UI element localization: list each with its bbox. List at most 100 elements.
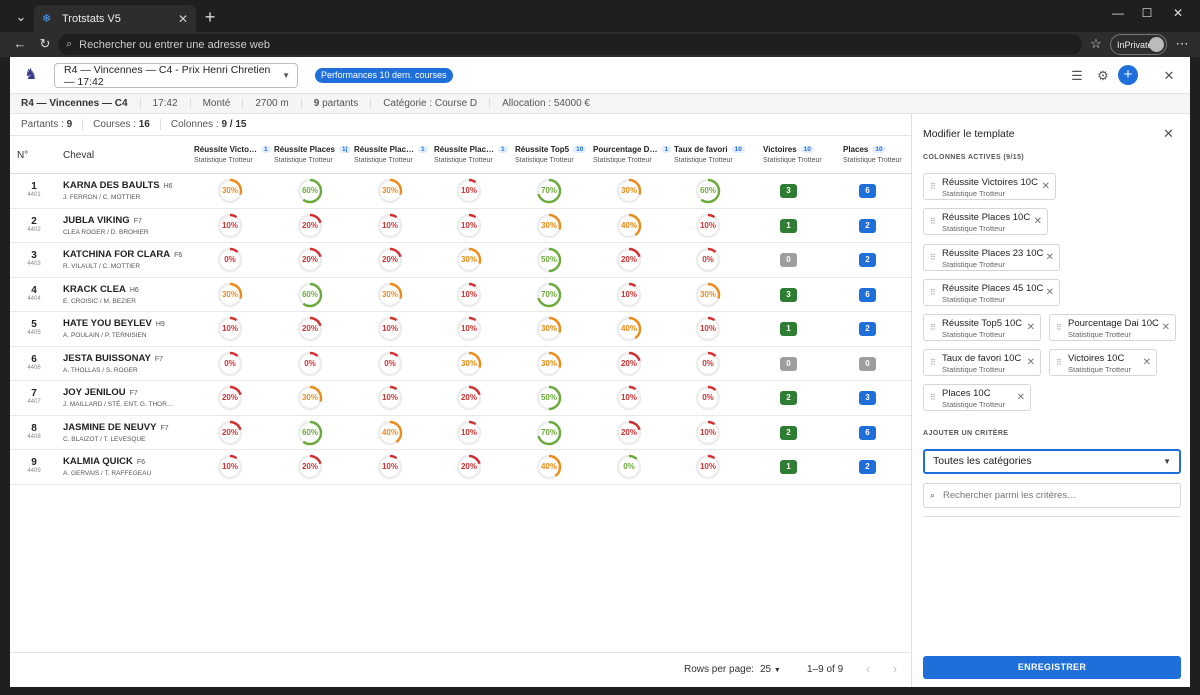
chip-remove-icon[interactable]: ✕ <box>1033 216 1042 227</box>
drag-handle-icon[interactable]: ⠿ <box>930 393 936 402</box>
table-row[interactable]: 7 4407 JOY JENILOU F7 J. MAILLARD / STÉ. ENT… <box>10 381 911 416</box>
chip-subtitle: Statistique Trotteur <box>942 260 1005 269</box>
column-header[interactable]: Pourcentage D… 1 Statistique Trotteur <box>593 145 672 164</box>
ring-progress-arc <box>536 454 562 480</box>
chip-remove-icon[interactable]: ✕ <box>1045 252 1054 263</box>
percent-ring-graphic <box>297 454 323 480</box>
save-button[interactable]: ENREGISTRER <box>923 656 1181 679</box>
chevron-down-icon: ▼ <box>282 71 290 80</box>
drag-handle-icon[interactable]: ⠿ <box>930 288 936 297</box>
inprivate-button[interactable]: InPrivate <box>1110 34 1167 55</box>
drag-handle-icon[interactable]: ⠿ <box>930 253 936 262</box>
column-chip[interactable]: ⠿ Réussite Places 23 10C Statistique Trott… <box>923 244 1060 271</box>
table-row[interactable]: 8 4408 JASMINE DE NEUVY F7 C. BLAIZOT / T. L… <box>10 416 911 450</box>
row-horse-id: 4406 <box>27 364 41 371</box>
column-header[interactable]: Places 10 Statistique Trotteur <box>843 145 902 164</box>
drag-handle-icon[interactable]: ⠿ <box>930 358 936 367</box>
table-row[interactable]: 1 4401 KARNA DES BAULTS H6 J. FERRON / C. MO… <box>10 174 911 209</box>
performance-chip[interactable]: Performances 10 dern. courses <box>315 68 453 83</box>
criteria-search-input[interactable]: ⌕ Rechercher parmi les critères… <box>923 483 1181 508</box>
chip-subtitle: Statistique Trotteur <box>1068 330 1131 339</box>
back-arrow-icon[interactable]: ← <box>13 36 27 51</box>
new-tab-plus-icon[interactable]: + <box>204 7 216 27</box>
category-select[interactable]: Toutes les catégories ▼ <box>923 449 1181 474</box>
column-header[interactable]: Réussite Plac… 1 Statistique Trotteur <box>434 145 508 164</box>
column-header[interactable]: Réussite Plac… 1 Statistique Trotteur <box>354 145 428 164</box>
chip-remove-icon[interactable]: ✕ <box>1026 357 1035 368</box>
column-chip[interactable]: ⠿ Pourcentage Dai 10C Statistique Trotteur… <box>1049 314 1176 341</box>
address-bar-row: ← ↻ ⌕ Rechercher ou entrer une adresse w… <box>0 32 1200 57</box>
ring-progress-arc <box>536 316 562 342</box>
percent-ring: 10% <box>377 316 403 342</box>
column-header[interactable]: Réussite Victo… 1 Statistique Trotteur <box>194 145 271 164</box>
column-chip[interactable]: ⠿ Réussite Places 45 10C Statistique Trott… <box>923 279 1060 306</box>
minimize-icon[interactable]: — <box>1112 6 1124 20</box>
chip-remove-icon[interactable]: ✕ <box>1026 322 1035 333</box>
tab-list-chevron-icon[interactable]: ⌄ <box>15 9 27 24</box>
refresh-icon[interactable]: ↻ <box>39 36 51 51</box>
column-header-title: Taux de favori 10 <box>674 145 745 154</box>
ring-progress-arc <box>377 282 403 307</box>
column-header[interactable]: Réussite Places 1(Statistique Trotteur <box>274 145 351 164</box>
add-plus-icon[interactable]: + <box>1118 65 1138 85</box>
ring-progress-arc <box>456 247 482 273</box>
row-horse-id: 4405 <box>27 330 41 336</box>
percent-ring: 30% <box>695 282 721 308</box>
chip-remove-icon[interactable]: ✕ <box>1045 287 1054 298</box>
more-menu-icon[interactable]: ⋯ <box>1175 36 1189 51</box>
favorites-star-icon[interactable]: ☆ <box>1090 36 1102 51</box>
percent-value: 10% <box>221 462 238 471</box>
column-chip[interactable]: ⠿ Places 10C Statistique Trotteur ✕ <box>923 384 1031 411</box>
percent-ring-graphic <box>536 420 562 445</box>
prev-page-chevron-icon[interactable]: ‹ <box>866 662 870 676</box>
percent-ring: 20% <box>616 247 642 273</box>
race-select[interactable]: R4 — Vincennes — C4 - Prix Henri Chretie… <box>54 63 298 88</box>
percent-ring: 0% <box>377 351 403 377</box>
drag-handle-icon[interactable]: ⠿ <box>930 217 936 226</box>
column-header[interactable]: Taux de favori 10 Statistique Trotteur <box>674 145 745 164</box>
window-close-icon[interactable]: ✕ <box>1172 6 1184 20</box>
address-input[interactable]: ⌕ Rechercher ou entrer une adresse web <box>58 34 1082 55</box>
column-chip[interactable]: ⠿ Réussite Places 10C Statistique Trotteur… <box>923 208 1048 235</box>
drag-handle-icon[interactable]: ⠿ <box>1056 358 1062 367</box>
horse-name: JASMINE DE NEUVY <box>63 421 157 433</box>
column-header[interactable]: Réussite Top5 10 Statistique Trotteur <box>515 145 587 164</box>
column-header[interactable]: Victoires 10 Statistique Trotteur <box>763 145 822 164</box>
table-header: N° Cheval Réussite Victo… 1 Statistique Trot… <box>10 136 911 174</box>
chip-subtitle: Statistique Trotteur <box>942 295 1005 304</box>
column-title-text: Réussite Plac… <box>354 145 415 154</box>
table-row[interactable]: 5 4405 HATE YOU BEYLEV H9 A. POULAIN / P. TE… <box>10 312 911 347</box>
chip-remove-icon[interactable]: ✕ <box>1016 392 1025 403</box>
table-row[interactable]: 2 4402 JUBLA VIKING F7 CLEA ROGER / D. BROHI… <box>10 209 911 243</box>
table-row[interactable]: 4 4404 KRACK CLEA H6 E. CROISIC / M. BEZIER 3… <box>10 278 911 312</box>
close-icon[interactable]: ✕ <box>1163 68 1175 83</box>
race-time: 17:42 <box>139 98 190 109</box>
column-period-badge: 1 <box>661 146 672 153</box>
chip-remove-icon[interactable]: ✕ <box>1142 357 1151 368</box>
chip-remove-icon[interactable]: ✕ <box>1041 181 1050 192</box>
drag-handle-icon[interactable]: ⠿ <box>930 323 936 332</box>
rows-per-page-select[interactable]: 25 ▼ <box>760 664 781 675</box>
browser-tab[interactable]: ❄ Trotstats V5 ✕ <box>34 5 196 32</box>
ring-progress-arc <box>297 178 323 204</box>
table-row[interactable]: 6 4406 JESTA BUISSONAY F7 A. THOLLAS / S. RO… <box>10 347 911 381</box>
next-page-chevron-icon[interactable]: › <box>893 662 897 676</box>
column-chip[interactable]: ⠿ Réussite Victoires 10C Statistique Trott… <box>923 173 1056 200</box>
column-chip[interactable]: ⠿ Victoires 10C Statistique Trotteur ✕ <box>1049 349 1157 376</box>
column-chip[interactable]: ⠿ Réussite Top5 10C Statistique Trotteur ✕ <box>923 314 1041 341</box>
ring-progress-arc <box>456 178 482 204</box>
percent-value: 10% <box>620 289 637 299</box>
tune-settings-icon[interactable]: ⚙ <box>1097 68 1109 83</box>
chip-remove-icon[interactable]: ✕ <box>1161 322 1170 333</box>
table-row[interactable]: 9 4409 KALMIA QUICK F6 A. GERVAIS / T. RAFFE… <box>10 450 911 485</box>
drag-handle-icon[interactable]: ⠿ <box>930 182 936 191</box>
drag-handle-icon[interactable]: ⠿ <box>1056 323 1062 332</box>
horse-jockey-trainer: A. POULAIN / P. TERNISIEN <box>63 332 147 339</box>
table-row[interactable]: 3 4403 KATCHINA FOR CLARA F6 R. VILAULT / C.… <box>10 243 911 278</box>
tab-close-icon[interactable]: ✕ <box>177 11 188 26</box>
maximize-icon[interactable]: ☐ <box>1141 6 1153 20</box>
list-menu-icon[interactable]: ☰ <box>1071 68 1083 83</box>
column-chip[interactable]: ⠿ Taux de favori 10C Statistique Trotteur ✕ <box>923 349 1041 376</box>
panel-close-icon[interactable]: ✕ <box>1163 126 1174 141</box>
column-header-number: N° <box>17 150 29 161</box>
